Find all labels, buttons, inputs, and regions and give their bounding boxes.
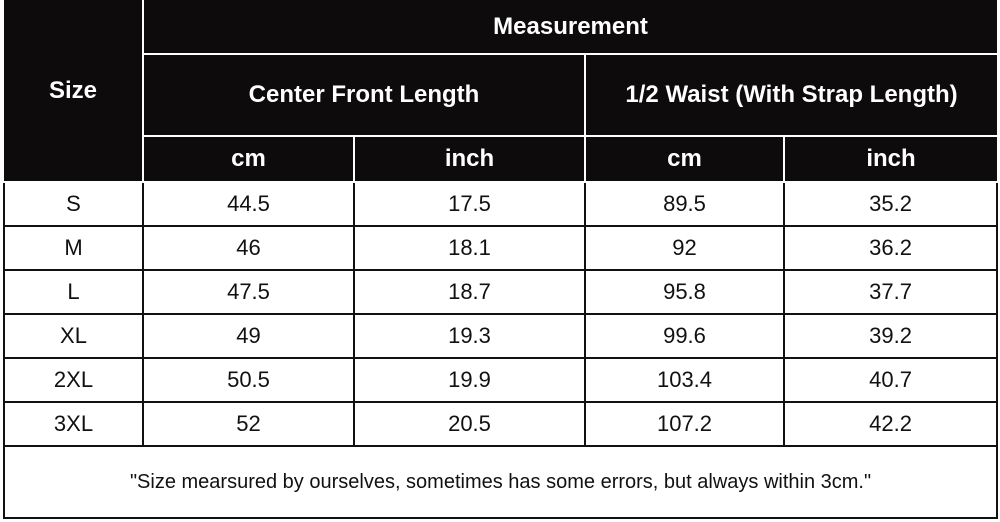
table-row: L 47.5 18.7 95.8 37.7	[3, 269, 999, 315]
front-length-inch: 18.7	[353, 269, 586, 315]
front-length-cm: 44.5	[142, 181, 355, 227]
front-length-cm: 47.5	[142, 269, 355, 315]
table-row: XL 49 19.3 99.6 39.2	[3, 313, 999, 359]
header-half-waist: 1/2 Waist (With Strap Length)	[583, 53, 998, 137]
waist-cm: 95.8	[584, 269, 785, 315]
waist-cm: 107.2	[584, 401, 785, 447]
header-measurement: Measurement	[141, 0, 998, 55]
header-unit-inch: inch	[353, 135, 586, 183]
front-length-inch: 19.3	[353, 313, 586, 359]
size-cell: M	[3, 225, 144, 271]
header-unit-inch: inch	[782, 135, 998, 183]
waist-inch: 39.2	[782, 313, 999, 359]
size-cell: L	[3, 269, 144, 315]
header-unit-cm: cm	[584, 135, 785, 183]
waist-inch: 40.7	[782, 357, 999, 403]
waist-cm: 99.6	[584, 313, 785, 359]
header-center-front-length: Center Front Length	[142, 53, 586, 137]
size-cell: XL	[3, 313, 144, 359]
table-row: S 44.5 17.5 89.5 35.2	[3, 181, 999, 227]
front-length-cm: 50.5	[142, 357, 355, 403]
waist-inch: 37.7	[782, 269, 999, 315]
size-cell: 3XL	[3, 401, 144, 447]
front-length-inch: 18.1	[353, 225, 586, 271]
header-size: Size	[4, 0, 144, 183]
front-length-cm: 52	[142, 401, 355, 447]
waist-inch: 35.2	[782, 181, 999, 227]
waist-cm: 103.4	[584, 357, 785, 403]
size-cell: S	[3, 181, 144, 227]
header-unit-cm: cm	[142, 135, 355, 183]
size-cell: 2XL	[3, 357, 144, 403]
waist-cm: 89.5	[584, 181, 785, 227]
size-note: "Size mearsured by ourselves, sometimes …	[2, 445, 999, 519]
table-row: M 46 18.1 92 36.2	[3, 225, 999, 271]
waist-inch: 36.2	[782, 225, 999, 271]
front-length-cm: 46	[142, 225, 355, 271]
front-length-inch: 17.5	[353, 181, 586, 227]
front-length-inch: 19.9	[353, 357, 586, 403]
table-row: 2XL 50.5 19.9 103.4 40.7	[3, 357, 999, 403]
front-length-cm: 49	[142, 313, 355, 359]
waist-inch: 42.2	[782, 401, 999, 447]
waist-cm: 92	[584, 225, 785, 271]
table-row: 3XL 52 20.5 107.2 42.2	[3, 401, 999, 447]
front-length-inch: 20.5	[353, 401, 586, 447]
